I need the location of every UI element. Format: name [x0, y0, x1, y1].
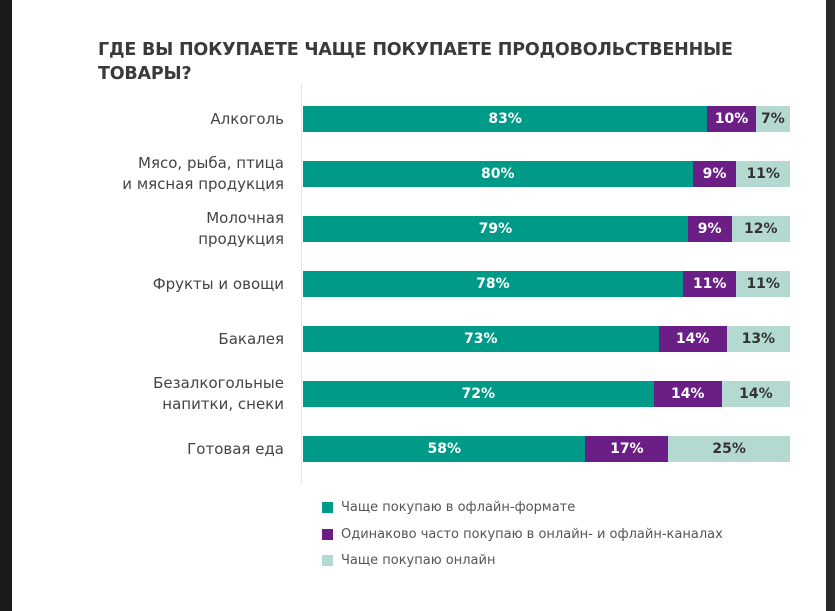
legend-swatch [322, 555, 333, 566]
legend-swatch [322, 528, 333, 540]
bar-segment: 12% [731, 216, 790, 242]
data-label: 11% [746, 166, 780, 182]
category-label-line: напитки, снеки [162, 395, 284, 413]
bar-segment: 9% [687, 216, 732, 242]
category-label-line: Бакалея [218, 329, 284, 348]
data-label: 14% [675, 331, 710, 347]
bar-segment: 73% [303, 326, 659, 352]
data-label: 12% [744, 221, 778, 237]
category-label-line: и мясная продукция [122, 175, 284, 193]
data-label: 80% [481, 166, 515, 182]
category-label: Бакалея [24, 329, 284, 350]
bar-segment: 10% [707, 106, 756, 132]
bar-segment: 11% [736, 271, 790, 297]
category-label-line: Фрукты и овощи [152, 274, 284, 293]
category-label: Молочная продукция [24, 208, 284, 250]
data-label: 25% [712, 441, 746, 457]
category-label: Безалкогольные напитки, снеки [24, 373, 284, 415]
window-edge-right [826, 0, 835, 611]
bar-segment: 17% [585, 436, 669, 462]
bar-segment: 14% [658, 326, 727, 352]
data-label: 58% [427, 441, 461, 457]
bar-segment: 83% [303, 106, 708, 132]
legend-swatch [322, 502, 333, 513]
bar-segment: 9% [692, 161, 737, 187]
data-label: 17% [610, 441, 644, 457]
bar-segment: 72% [303, 381, 654, 407]
data-label: 14% [670, 386, 705, 402]
data-label: 10% [714, 111, 749, 127]
data-label: 13% [741, 331, 776, 347]
data-label: 83% [488, 111, 522, 127]
category-label-line: Молочная [206, 209, 284, 227]
data-label: 79% [478, 221, 513, 237]
legend-item: Чаще покупаю онлайн [322, 553, 495, 568]
category-label-line: Готовая еда [187, 439, 284, 458]
data-label: 11% [692, 276, 727, 292]
category-label: Мясо, рыба, птица и мясная продукция [24, 153, 284, 195]
data-label: 11% [746, 276, 780, 292]
legend-label: Чаще покупаю онлайн [341, 553, 496, 568]
bar-segment: 58% [303, 436, 586, 462]
bar-segment: 14% [721, 381, 790, 407]
bar-segment: 14% [653, 381, 722, 407]
bar-segment: 11% [682, 271, 737, 297]
bar-segment: 79% [303, 216, 688, 242]
bar-segment: 11% [736, 161, 790, 187]
data-label: 78% [476, 276, 510, 292]
bar-segment: 80% [303, 161, 693, 187]
category-label-line: продукция [198, 230, 284, 248]
bar-segment: 13% [726, 326, 790, 352]
category-label-line: Алкоголь [210, 109, 284, 128]
data-label: 9% [702, 166, 727, 182]
window-edge-left [0, 0, 12, 611]
legend-label: Чаще покупаю в офлайн-формате [341, 500, 576, 515]
data-label: 9% [697, 221, 722, 237]
category-label-line: Безалкогольные [153, 374, 284, 392]
legend-item: Чаще покупаю в офлайн-формате [322, 500, 575, 515]
category-label: Фрукты и овощи [24, 274, 284, 295]
chart-title: ГДЕ ВЫ ПОКУПАЕТЕ ЧАЩЕ ПОКУПАЕТЕ ПРОДОВОЛ… [98, 40, 733, 84]
category-label-line: Мясо, рыба, птица [138, 154, 284, 172]
data-label: 14% [739, 386, 773, 402]
legend-item: Одинаково часто покупаю в онлайн- и офла… [322, 527, 723, 542]
bar-segment: 7% [755, 106, 790, 132]
bar-segment: 25% [668, 436, 790, 462]
category-label: Алкоголь [24, 109, 284, 130]
category-axis-line [301, 83, 302, 483]
data-label: 73% [463, 331, 498, 347]
bar-segment: 78% [303, 271, 683, 297]
data-label: 7% [761, 111, 785, 127]
legend-label: Одинаково часто покупаю в онлайн- и офла… [341, 526, 723, 542]
data-label: 72% [461, 386, 496, 402]
category-label: Готовая еда [24, 439, 284, 460]
